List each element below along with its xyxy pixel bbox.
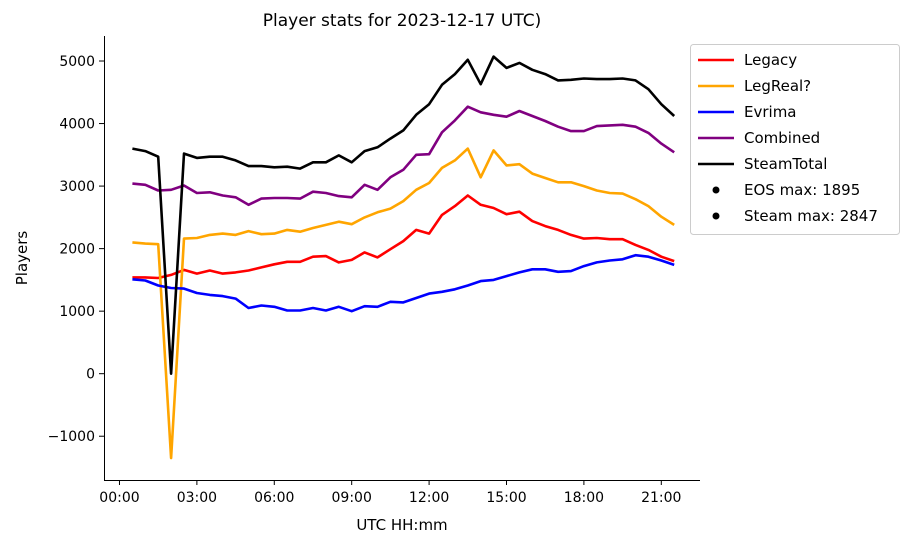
legend-box	[690, 44, 900, 235]
legend-label: LegReal?	[744, 77, 811, 95]
x-ticks: 00:00 03:00 06:00 09:00 12:00 15:00 18:00 21:00	[99, 480, 681, 506]
axes-layer	[104, 36, 700, 481]
y-tick-label: −1000	[48, 429, 95, 445]
series-line-evrima	[132, 253, 675, 313]
y-tick-label: 0	[86, 367, 95, 383]
x-tick-label: 15:00	[486, 490, 526, 506]
y-tick-label: 4000	[59, 117, 95, 133]
legend-annotation-label: EOS max: 1895	[744, 181, 860, 199]
legend-marker	[712, 212, 720, 220]
y-tick-label: 5000	[59, 54, 95, 70]
series-line-legacy	[132, 194, 675, 280]
series-layer	[132, 55, 676, 460]
legend-label: Legacy	[744, 51, 797, 69]
x-tick-label: 18:00	[564, 490, 604, 506]
x-tick-label: 03:00	[177, 490, 217, 506]
y-tick-label: 3000	[59, 179, 95, 195]
series-line-legreal	[132, 147, 675, 460]
y-tick-label: 1000	[59, 304, 95, 320]
x-axis-label: UTC HH:mm	[356, 516, 447, 534]
x-tick-label: 09:00	[332, 490, 372, 506]
y-axis-label: Players	[13, 231, 31, 286]
legend-label: SteamTotal	[744, 155, 827, 173]
legend-label: Combined	[744, 129, 820, 147]
x-tick-label: 06:00	[254, 490, 294, 506]
chart-title: Player stats for 2023-12-17 UTC)	[263, 11, 541, 31]
legend-label: Evrima	[744, 103, 797, 121]
series-line-combined	[132, 105, 675, 207]
legend: Legacy LegReal? Evrima Combined SteamTotal EO…	[690, 44, 900, 235]
series-line-steamtotal	[132, 55, 676, 376]
legend-marker	[712, 186, 720, 194]
x-tick-label: 00:00	[99, 490, 139, 506]
y-tick-label: 2000	[59, 242, 95, 258]
x-tick-label: 21:00	[641, 490, 681, 506]
y-ticks: −1000 0 1000 2000 3000 4000 5000	[48, 54, 104, 445]
legend-annotation-label: Steam max: 2847	[744, 207, 878, 225]
x-tick-label: 12:00	[409, 490, 449, 506]
